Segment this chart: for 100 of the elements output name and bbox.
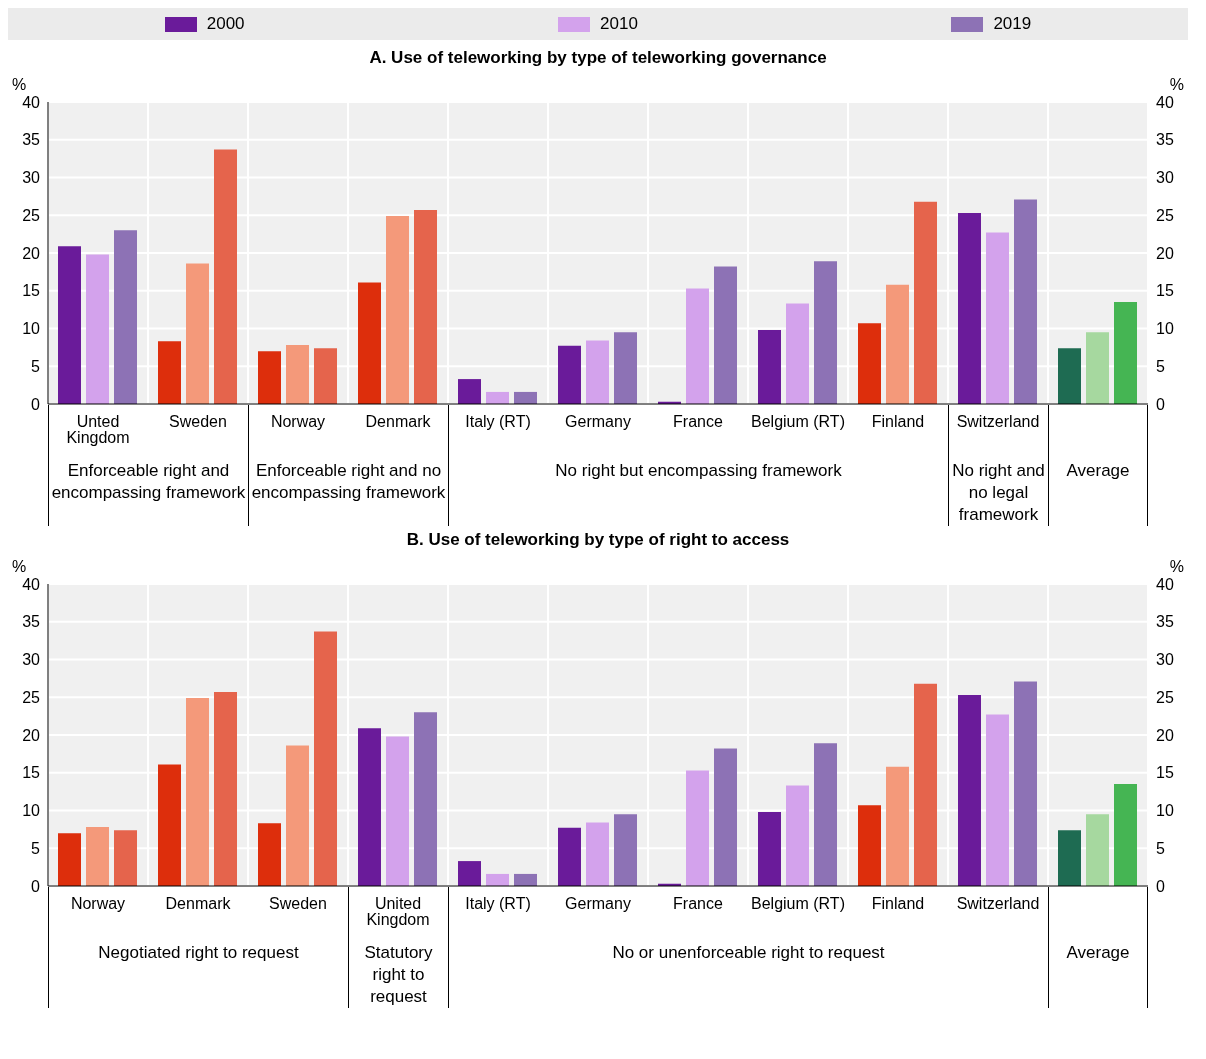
- bar: [258, 823, 281, 886]
- bar: [58, 833, 81, 886]
- bar: [358, 282, 381, 404]
- bar: [758, 812, 781, 886]
- bar: [786, 785, 809, 886]
- bar: [458, 379, 481, 404]
- bar: [858, 805, 881, 886]
- y2-tick-label: 25: [1156, 688, 1174, 706]
- y-tick-label: 35: [22, 613, 41, 631]
- bar: [586, 822, 609, 886]
- bar: [1114, 302, 1137, 404]
- bar: [214, 691, 237, 886]
- y2-tick-label: 5: [1156, 357, 1165, 375]
- bar: [514, 391, 537, 404]
- x-tick-label: Finland: [871, 413, 925, 431]
- x-tick-label: Italy (RT): [465, 413, 531, 431]
- legend-label: 2010: [600, 14, 638, 34]
- bar: [814, 261, 837, 404]
- bar: [1086, 814, 1109, 886]
- y2-tick-label: 30: [1156, 169, 1174, 187]
- y2-tick-label: 20: [1156, 244, 1174, 262]
- y-tick-label: 25: [22, 688, 41, 706]
- x-tick-label: Norway: [70, 895, 126, 913]
- legend-label: 2019: [993, 14, 1032, 34]
- bar: [1114, 784, 1137, 886]
- bar: [414, 712, 437, 886]
- bar: [1086, 332, 1109, 404]
- bar: [314, 631, 337, 886]
- y-tick-label: 10: [22, 802, 41, 820]
- y2-tick-label: 5: [1156, 839, 1165, 857]
- bar: [614, 332, 637, 404]
- y2-tick-label: 35: [1156, 613, 1174, 631]
- x-tick-label: Belgium (RT): [751, 895, 845, 913]
- y-tick-label: 10: [22, 320, 41, 338]
- y-tick-label: 40: [22, 93, 41, 111]
- x-tick-label: France: [673, 413, 723, 431]
- y-tick-label: 20: [22, 726, 41, 744]
- text: No right and no legal framework: [952, 461, 1045, 524]
- bar: [286, 345, 309, 404]
- text: Negotiated right to request: [98, 943, 299, 962]
- bar: [486, 873, 509, 886]
- bar: [358, 728, 381, 886]
- bar: [486, 391, 509, 404]
- y-tick-label: 35: [22, 131, 41, 149]
- y-tick-label: 25: [22, 206, 41, 224]
- bar: [314, 348, 337, 404]
- y2-axis-title: %: [1169, 76, 1184, 94]
- bar: [186, 263, 209, 404]
- y2-tick-label: 15: [1156, 764, 1174, 782]
- bar: [1014, 681, 1037, 886]
- y2-tick-label: 40: [1156, 575, 1174, 593]
- bar: [686, 770, 709, 886]
- y2-tick-label: 0: [1156, 395, 1165, 413]
- bar: [386, 216, 409, 404]
- bar: [386, 736, 409, 886]
- chart-title: B. Use of teleworking by type of right to access: [405, 530, 791, 550]
- x-tick-label: Belgium (RT): [751, 413, 845, 431]
- bar: [158, 764, 181, 886]
- x-tick-label: Norway: [270, 413, 326, 431]
- bar: [686, 288, 709, 404]
- bar: [1058, 830, 1081, 886]
- y-tick-label: 40: [22, 575, 41, 593]
- bar: [1058, 348, 1081, 404]
- x-tick-label: Switzerland: [956, 413, 1040, 431]
- bar: [58, 246, 81, 404]
- x-tick-label: Germany: [565, 413, 631, 431]
- bar: [514, 873, 537, 886]
- bar: [458, 861, 481, 886]
- y2-tick-label: 40: [1156, 93, 1174, 111]
- x-tick-label: Germany: [565, 895, 631, 913]
- x-tick-label: Denmark: [365, 413, 432, 431]
- bar: [158, 341, 181, 404]
- text: No right but encompassing framework: [555, 461, 842, 480]
- x-tick-label: Italy (RT): [465, 895, 531, 913]
- y-axis-title: %: [12, 558, 27, 576]
- text: Average: [1048, 886, 1148, 1008]
- text: No or unenforceable right to request: [612, 943, 885, 962]
- bar: [558, 827, 581, 886]
- y-tick-label: 5: [31, 357, 41, 375]
- bar: [114, 230, 137, 404]
- y2-tick-label: 15: [1156, 282, 1174, 300]
- bar: [414, 209, 437, 404]
- x-tick-label: Sweden: [169, 413, 227, 431]
- y-tick-label: 15: [22, 764, 41, 782]
- y2-tick-label: 25: [1156, 206, 1174, 224]
- bar: [958, 212, 981, 404]
- bar: [886, 284, 909, 404]
- y2-tick-label: 10: [1156, 320, 1174, 338]
- y-tick-label: 20: [22, 244, 41, 262]
- bar: [914, 683, 937, 886]
- x-tick-label: France: [673, 895, 723, 913]
- bar: [586, 340, 609, 404]
- bar: [986, 232, 1009, 404]
- x-tick-label: Unted Kingdom: [66, 413, 130, 447]
- text: Statutory right to request: [364, 943, 433, 1006]
- bar: [714, 748, 737, 886]
- y2-tick-label: 0: [1156, 877, 1165, 895]
- bar: [858, 323, 881, 404]
- bar: [86, 254, 109, 404]
- x-tick-label: Denmark: [165, 895, 232, 913]
